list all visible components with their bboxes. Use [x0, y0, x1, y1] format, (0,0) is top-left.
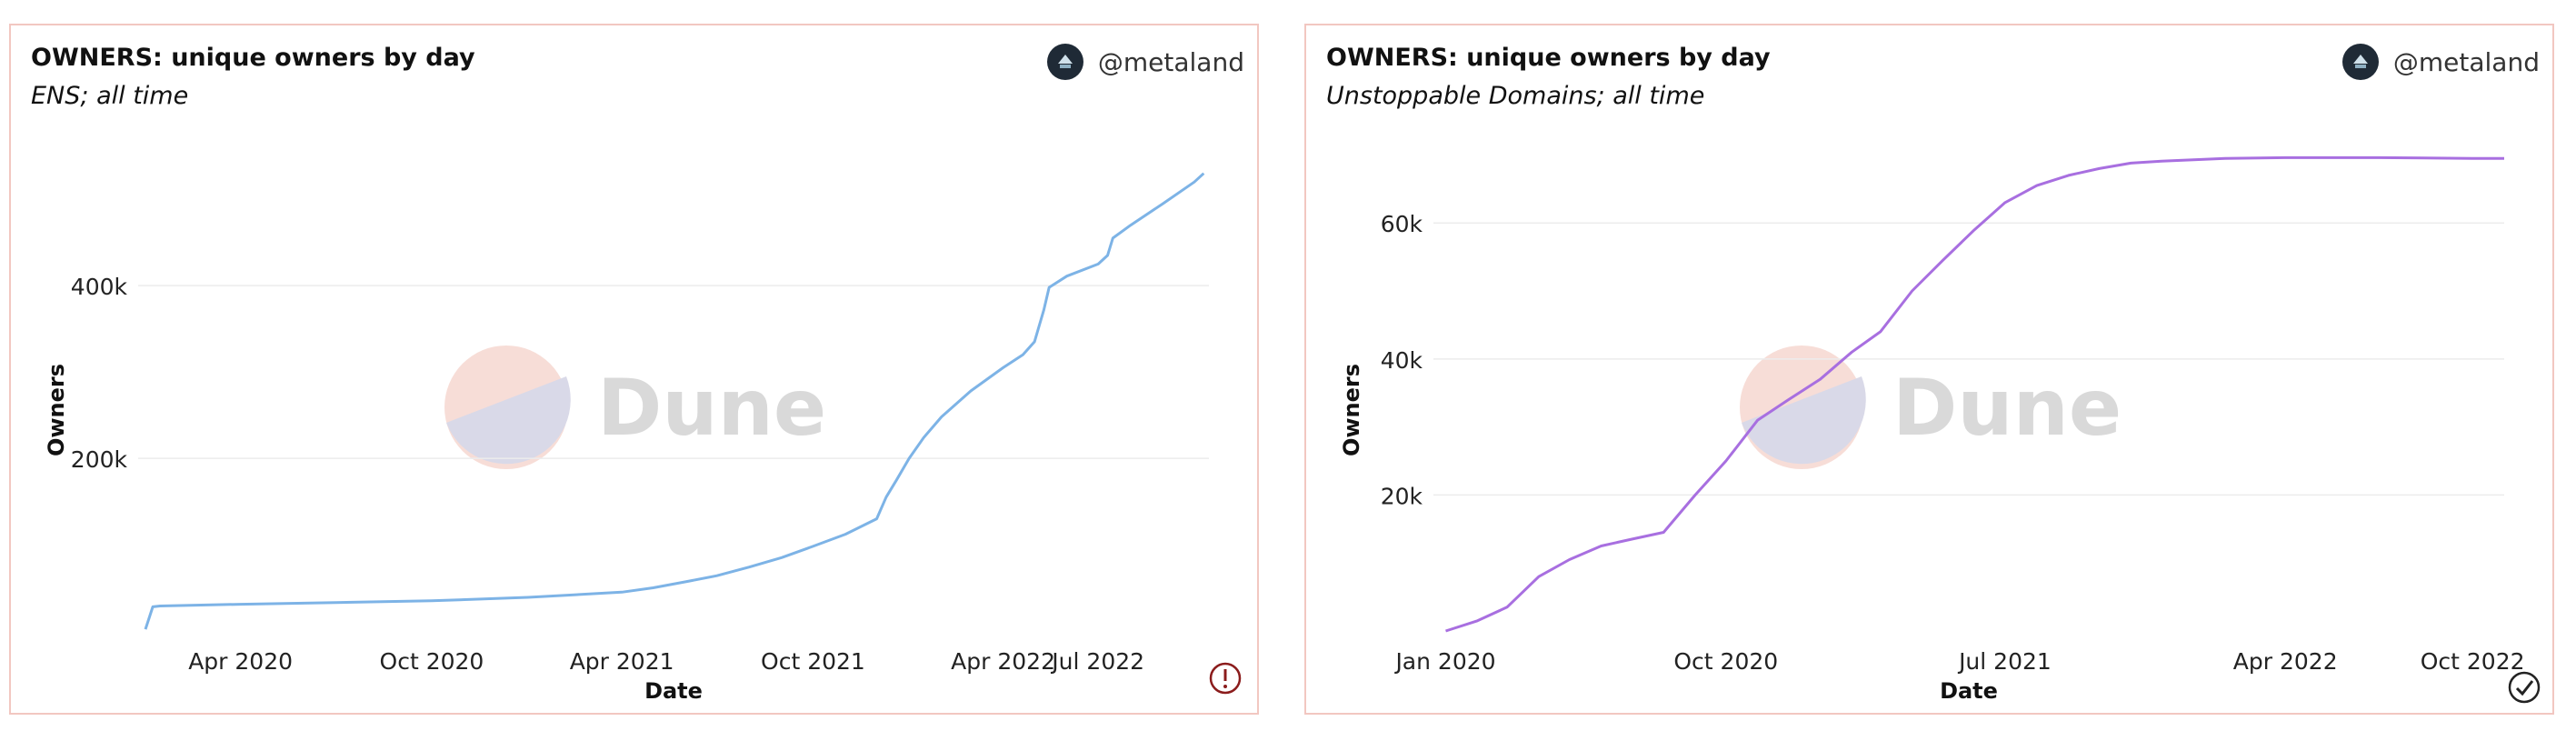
dune-watermark: Dune	[1740, 345, 2122, 469]
x-tick-label: Jul 2021	[1957, 648, 2052, 675]
chart-title: OWNERS: unique owners by day	[31, 44, 475, 72]
x-tick-label: Jul 2022	[1050, 648, 1144, 675]
warning-dot	[1223, 685, 1227, 688]
x-axis-label: Date	[1940, 678, 1998, 704]
y-tick-label: 20k	[1381, 483, 1423, 509]
author-handle: @metaland	[1097, 46, 1244, 77]
author-badge[interactable]: @metaland	[1046, 42, 1244, 82]
warning-circle	[1209, 662, 1242, 695]
y-tick-label: 200k	[71, 446, 128, 473]
series-line	[1445, 155, 2504, 633]
watermark-shade	[1742, 376, 1866, 465]
dune-watermark: Dune	[444, 345, 826, 469]
chart-subtitle: Unstoppable Domains; all time	[1326, 82, 1705, 110]
y-tick-label: 400k	[71, 274, 128, 300]
check-mark	[2515, 680, 2534, 696]
series-line	[144, 172, 1205, 630]
y-axis-label: Owners	[1339, 364, 1364, 456]
x-tick-label: Oct 2021	[761, 648, 865, 675]
x-tick-label: Apr 2020	[188, 648, 293, 675]
x-tick-label: Apr 2021	[570, 648, 674, 675]
x-tick-label: Jan 2020	[1393, 648, 1495, 675]
x-tick-label: Oct 2020	[1673, 648, 1778, 675]
check-circle	[2508, 671, 2541, 704]
metaland-avatar-icon	[1046, 44, 1083, 80]
author-badge[interactable]: @metaland	[2341, 42, 2540, 82]
ens-line-chart: Dune 200k 400k Apr 2020 Oct 2020 Apr 2021 Oct …	[44, 172, 1242, 704]
ud-owners-panel: OWNERS: unique owners by day Unstoppable…	[1304, 24, 2554, 715]
y-axis-label: Owners	[44, 364, 69, 456]
watermark-text: Dune	[1892, 363, 2122, 454]
y-tick-label: 40k	[1381, 347, 1423, 374]
warning-icon[interactable]	[1209, 662, 1242, 695]
x-tick-label: Apr 2022	[951, 648, 1055, 675]
chart-subtitle: ENS; all time	[31, 82, 189, 110]
author-handle: @metaland	[2392, 46, 2540, 77]
watermark-shade	[446, 376, 571, 465]
x-tick-label: Oct 2022	[2421, 648, 2525, 675]
x-tick-label: Oct 2020	[380, 648, 484, 675]
check-icon[interactable]	[2508, 671, 2541, 704]
ens-owners-panel: OWNERS: unique owners by day ENS; all ti…	[9, 24, 1259, 715]
ud-line-chart: Dune 20k 40k 60k Jan 2020 Oct 2020 Jul 2021 Apr…	[1339, 155, 2541, 704]
watermark-text: Dune	[597, 363, 826, 454]
chart-title: OWNERS: unique owners by day	[1326, 44, 1771, 72]
x-axis-label: Date	[644, 678, 703, 704]
x-tick-label: Apr 2022	[2233, 648, 2338, 675]
metaland-avatar-icon	[2341, 44, 2379, 80]
y-tick-label: 60k	[1381, 211, 1423, 237]
